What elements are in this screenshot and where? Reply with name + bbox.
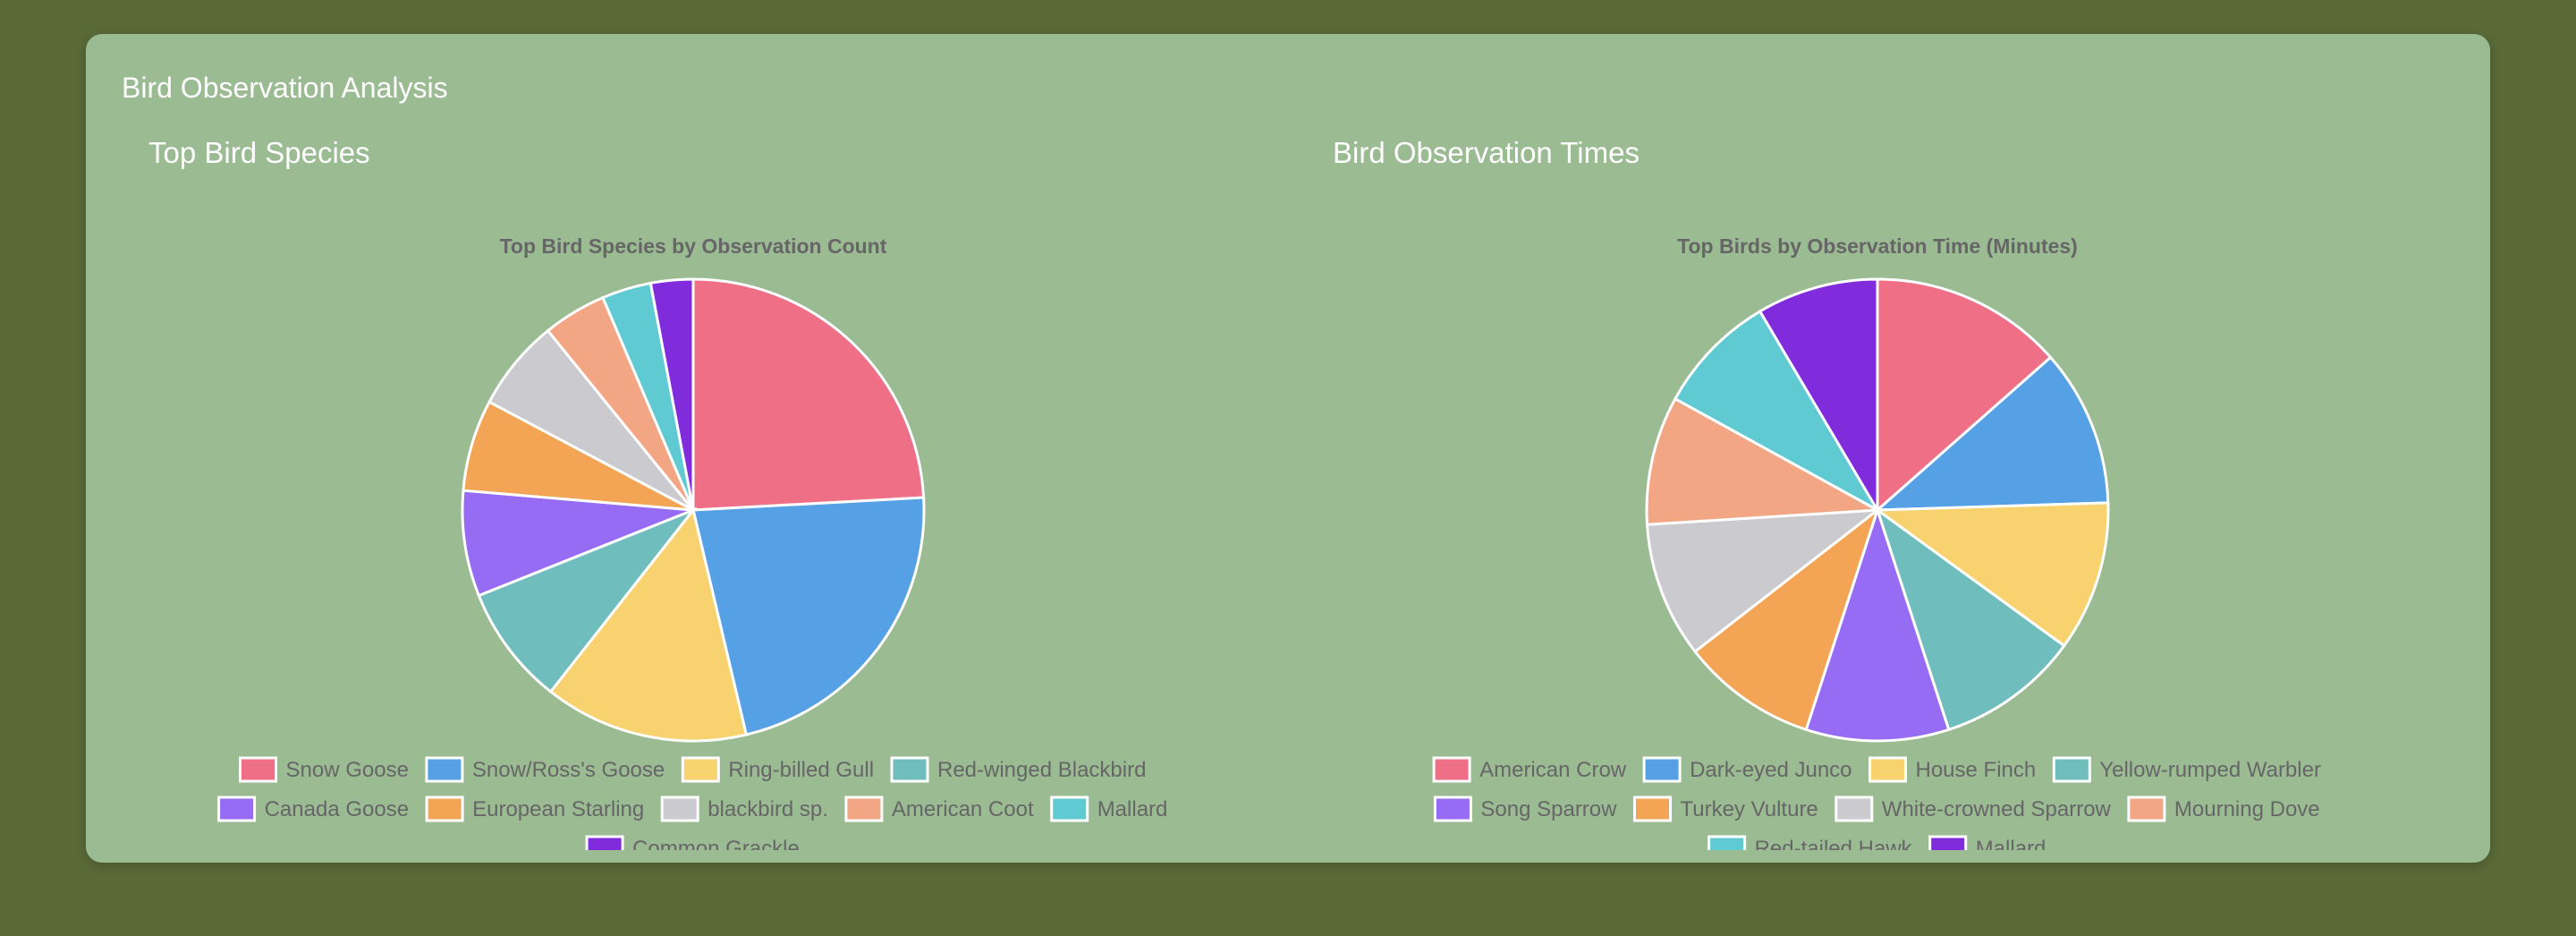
times-slice-american-crow[interactable] [1876,277,2053,514]
species-legend-item-snow-goose[interactable]: Snow Goose [239,756,409,783]
times-legend-label: Dark-eyed Junco [1690,758,1852,782]
times-legend-item-turkey-vulture[interactable]: Turkey Vulture [1633,796,1818,822]
times-slice-dark-eyed-junco[interactable] [1873,355,2110,512]
species-panel: Top Bird Species Top Bird Species by Obs… [148,134,1311,850]
times-legend-item-yellow-rumped-warbler[interactable]: Yellow-rumped Warbler [2052,756,2321,783]
times-slice-white-crowned-sparrow[interactable] [1645,508,1882,654]
species-legend-swatch [217,796,257,822]
times-legend-label: House Finch [1916,758,2037,782]
species-legend-swatch [844,796,884,822]
times-legend-item-house-finch[interactable]: House Finch [1868,756,2037,783]
species-legend-label: Snow Goose [286,758,409,782]
species-legend-swatch [1050,796,1089,822]
times-panel: Bird Observation Times Top Birds by Obse… [1333,134,2496,850]
species-slice-common-grackle[interactable] [648,277,695,511]
species-legend-label: Ring-billed Gull [728,758,874,782]
species-legend-label: Mallard [1097,797,1168,821]
species-legend-label: Snow/Ross's Goose [472,758,665,782]
card-title: Bird Observation Analysis [122,72,448,104]
species-legend-item-common-grackle[interactable]: Common Grackle [585,835,800,850]
times-legend-swatch [1432,756,1471,783]
times-slice-house-finch[interactable] [1873,501,2110,648]
species-legend-label: blackbird sp. [708,797,828,821]
species-legend-swatch [425,756,464,783]
times-legend-item-american-crow[interactable]: American Crow [1432,756,1627,783]
times-legend-swatch [1433,796,1472,822]
times-slice-turkey-vulture[interactable] [1693,506,1880,732]
species-legend-swatch [585,835,624,850]
times-legend-label: Turkey Vulture [1681,797,1818,821]
species-legend-item-red-winged-blackbird[interactable]: Red-winged Blackbird [890,756,1146,783]
times-legend-item-dark-eyed-junco[interactable]: Dark-eyed Junco [1642,756,1852,783]
times-legend-label: Red-tailed Hawk [1755,837,1913,850]
species-legend-item-blackbird-sp[interactable]: blackbird sp. [660,796,828,822]
species-legend-label: Canada Goose [265,797,409,821]
times-slice-red-tailed-hawk[interactable] [1673,309,1882,514]
times-legend-item-white-crowned-sparrow[interactable]: White-crowned Sparrow [1835,796,2112,822]
species-legend-label: Red-winged Blackbird [937,758,1146,782]
species-legend-item-canada-goose[interactable]: Canada Goose [217,796,409,822]
times-legend-item-red-tailed-hawk[interactable]: Red-tailed Hawk [1707,835,1913,850]
times-legend-swatch [1868,756,1907,783]
times-slice-mallard[interactable] [1758,277,1879,515]
times-legend-swatch [1642,756,1682,783]
times-legend-swatch [2127,796,2166,822]
species-legend-swatch [239,756,277,783]
times-legend-label: White-crowned Sparrow [1882,797,2112,821]
species-slice-red-winged-blackbird[interactable] [477,506,698,694]
analysis-card: Bird Observation Analysis Top Bird Speci… [86,34,2490,863]
species-panel-title: Top Bird Species [148,136,370,169]
times-pie-chart: Top Birds by Observation Time (Minutes) A… [1432,234,2321,850]
species-legend-label: American Coot [892,797,1034,821]
species-legend-item-american-coot[interactable]: American Coot [844,796,1034,822]
times-legend-swatch [2052,756,2091,783]
times-legend-label: Yellow-rumped Warbler [2099,758,2321,782]
times-slice-yellow-rumped-warbler[interactable] [1875,506,2066,732]
times-panel-title: Bird Observation Times [1333,136,1640,169]
species-legend-swatch [660,796,699,822]
times-legend-label: American Crow [1479,758,1627,782]
species-pie-chart: Top Bird Species by Observation Count Sno… [217,234,1168,850]
times-slice-mourning-dove[interactable] [1645,396,1883,526]
species-slice-canada-goose[interactable] [461,489,694,598]
species-legend-label: Common Grackle [632,837,800,850]
times-legend-item-mallard[interactable]: Mallard [1928,835,2046,850]
times-legend-label: Mallard [1976,837,2046,850]
species-chart-title: Top Bird Species by Observation Count [500,234,887,258]
times-legend-swatch [1835,796,1874,822]
species-legend-label: European Starling [472,797,644,821]
times-legend-label: Mourning Dove [2174,797,2320,821]
species-legend-item-european-starling[interactable]: European Starling [425,796,644,822]
times-legend-label: Song Sparrow [1480,797,1617,821]
times-legend-swatch [1633,796,1672,822]
species-legend-swatch [890,756,929,783]
times-legend-item-song-sparrow[interactable]: Song Sparrow [1433,796,1617,822]
species-legend-swatch [425,796,464,822]
species-legend-item-mallard[interactable]: Mallard [1050,796,1168,822]
species-slice-ring-billed-gull[interactable] [548,506,749,743]
times-legend-swatch [1707,835,1747,850]
times-legend-swatch [1928,835,1968,850]
species-slice-snow-goose[interactable] [691,277,926,512]
species-legend-item-snow-ross-s-goose[interactable]: Snow/Ross's Goose [425,756,665,783]
times-legend-item-mourning-dove[interactable]: Mourning Dove [2127,796,2320,822]
species-slice-snow-ross-s-goose[interactable] [691,496,926,736]
species-legend-item-ring-billed-gull[interactable]: Ring-billed Gull [681,756,874,783]
times-chart-title: Top Birds by Observation Time (Minutes) [1677,234,2078,258]
species-legend-swatch [681,756,720,783]
times-slice-song-sparrow[interactable] [1804,506,1951,743]
